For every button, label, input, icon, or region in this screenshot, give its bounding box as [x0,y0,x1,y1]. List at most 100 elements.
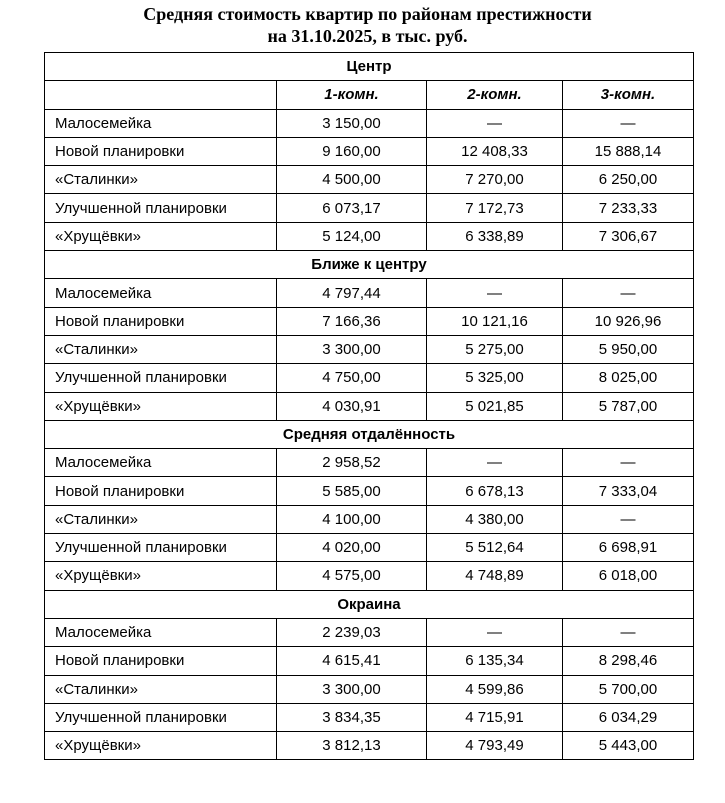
table-row: «Хрущёвки» 4 030,91 5 021,85 5 787,00 [44,391,694,421]
price-cell: — [562,278,694,308]
column-header: 3-комн. [562,80,694,110]
price-cell: 5 021,85 [426,391,563,421]
section-header-row: Окраина [44,589,694,619]
price-cell: 12 408,33 [426,136,563,167]
price-cell: 5 275,00 [426,334,563,365]
price-cell: — [426,448,563,478]
price-cell: 5 700,00 [562,674,694,704]
price-cell: 6 250,00 [562,165,694,195]
section-header-row: Центр [44,51,694,82]
price-cell: — [426,108,563,138]
table-row: Улучшенной планировки 3 834,35 4 715,91 6 0… [44,702,694,733]
column-header: 2-комн. [426,80,563,110]
price-cell: 4 748,89 [426,561,563,591]
price-cell: 7 166,36 [276,306,427,336]
row-label: Малосемейка [44,617,277,648]
row-label: «Сталинки» [44,165,277,195]
table-row: Малосемейка 2 239,03— — [44,617,694,648]
section-header-row: Ближе к центру [44,250,694,280]
empty-header-cell [44,80,277,110]
price-cell: 2 239,03 [276,617,427,648]
row-label: Новой планировки [44,476,277,506]
price-table: Центр 1-комн. 2-комн. 3-комн. Малосемейка 3 1… [44,51,694,761]
section-title: Ближе к центру [44,250,694,280]
table-row: Новой планировки 5 585,00 6 678,13 7 333,04 [44,476,694,506]
row-label: «Сталинки» [44,334,277,365]
row-label: Улучшенной планировки [44,193,277,223]
price-cell: 5 585,00 [276,476,427,506]
price-cell: — [562,504,694,535]
price-cell: — [562,108,694,138]
table-row: Улучшенной планировки 4 750,00 5 325,00 8 0… [44,363,694,393]
price-cell: 4 100,00 [276,504,427,535]
price-cell: 6 018,00 [562,561,694,591]
price-cell: 4 599,86 [426,674,563,704]
table-row: «Сталинки» 4 100,00 4 380,00— [44,504,694,535]
price-cell: 6 034,29 [562,702,694,733]
price-cell: 2 958,52 [276,448,427,478]
price-cell: — [562,448,694,478]
price-cell: 5 950,00 [562,334,694,365]
column-header: 1-комн. [276,80,427,110]
row-label: Малосемейка [44,108,277,138]
price-cell: 4 715,91 [426,702,563,733]
row-label: «Хрущёвки» [44,561,277,591]
price-cell: 5 443,00 [562,731,694,761]
price-cell: 5 325,00 [426,363,563,393]
price-cell: 3 300,00 [276,674,427,704]
price-cell: 7 172,73 [426,193,563,223]
title-line-1: Средняя стоимость квартир по районам пре… [143,4,592,24]
table-row: «Сталинки» 3 300,00 5 275,00 5 950,00 [44,334,694,365]
row-label: Новой планировки [44,306,277,336]
price-cell: 4 793,49 [426,731,563,761]
table-row: «Хрущёвки» 4 575,00 4 748,89 6 018,00 [44,561,694,591]
price-cell: 4 750,00 [276,363,427,393]
row-label: Новой планировки [44,646,277,676]
price-cell: 3 300,00 [276,334,427,365]
table-row: «Сталинки» 3 300,00 4 599,86 5 700,00 [44,674,694,704]
price-cell: 3 834,35 [276,702,427,733]
section-title: Окраина [44,589,694,619]
price-cell: 7 270,00 [426,165,563,195]
row-label: «Сталинки» [44,674,277,704]
table-row: «Хрущёвки» 5 124,00 6 338,89 7 306,67 [44,221,694,252]
title-line-2: на 31.10.2025, в тыс. руб. [267,26,468,46]
price-cell: — [426,278,563,308]
table-row: Улучшенной планировки 4 020,00 5 512,64 6 6… [44,533,694,563]
table-row: Новой планировки 4 615,41 6 135,34 8 298,46 [44,646,694,676]
table-row: Малосемейка 2 958,52— — [44,448,694,478]
table-row: Новой планировки 9 160,00 12 408,33 15 888,… [44,136,694,167]
price-cell: 4 575,00 [276,561,427,591]
table-row: Новой планировки 7 166,36 10 121,16 10 926,… [44,306,694,336]
row-label: «Сталинки» [44,504,277,535]
row-label: «Хрущёвки» [44,221,277,252]
price-cell: — [426,617,563,648]
price-cell: 15 888,14 [562,136,694,167]
price-cell: 6 135,34 [426,646,563,676]
price-cell: 3 150,00 [276,108,427,138]
price-cell: 6 073,17 [276,193,427,223]
table-row: Малосемейка 3 150,00— — [44,108,694,138]
price-cell: 8 025,00 [562,363,694,393]
price-cell: 5 512,64 [426,533,563,563]
column-header-row: 1-комн. 2-комн. 3-комн. [44,80,694,110]
price-cell: 4 500,00 [276,165,427,195]
price-cell: 4 030,91 [276,391,427,421]
price-cell: 9 160,00 [276,136,427,167]
price-cell: 10 926,96 [562,306,694,336]
price-cell: 5 787,00 [562,391,694,421]
row-label: «Хрущёвки» [44,391,277,421]
price-cell: 7 306,67 [562,221,694,252]
section-title: Центр [44,51,694,82]
table-row: «Хрущёвки» 3 812,13 4 793,49 5 443,00 [44,731,694,761]
row-label: «Хрущёвки» [44,731,277,761]
price-cell: 6 698,91 [562,533,694,563]
row-label: Малосемейка [44,278,277,308]
row-label: Улучшенной планировки [44,533,277,563]
row-label: Улучшенной планировки [44,702,277,733]
price-cell: 6 678,13 [426,476,563,506]
price-cell: 5 124,00 [276,221,427,252]
price-cell: 4 615,41 [276,646,427,676]
document-title: Средняя стоимость квартир по районам пре… [0,3,725,47]
price-cell: 7 233,33 [562,193,694,223]
